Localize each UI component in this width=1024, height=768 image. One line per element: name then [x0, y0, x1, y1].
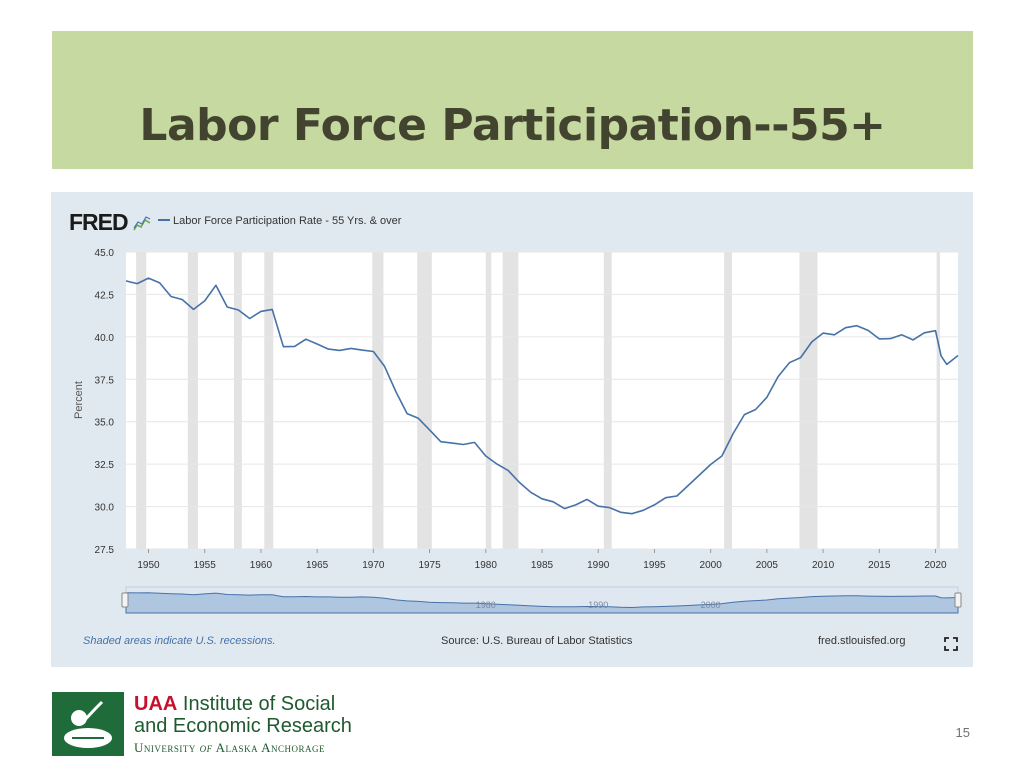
series-line[interactable] — [125, 277, 959, 515]
x-axis: 1950 1955 1960 1965 1970 1975 1980 1985 1990 1995… — [137, 549, 947, 571]
y-axis: 45.0 42.5 40.0 37.5 35.0 32.5 30.0 27.5 — [95, 248, 115, 556]
fred-logo[interactable]: FRED — [69, 209, 129, 235]
y-tick-label: 35.0 — [95, 418, 115, 429]
fred-url[interactable]: fred.stlouisfed.org — [818, 635, 905, 647]
recession-band — [264, 252, 274, 549]
legend-label: Labor Force Participation Rate - 55 Yrs.… — [173, 215, 402, 227]
x-tick-label: 1965 — [306, 560, 329, 571]
navigator-label: 2000 — [701, 600, 721, 610]
x-tick-label: 1985 — [531, 560, 554, 571]
x-tick-label: 1970 — [362, 560, 385, 571]
logo-alaska-text: Alaska Anchorage — [212, 740, 325, 755]
plot-area — [126, 252, 958, 549]
uaa-wordmark: UAA — [134, 693, 178, 715]
recession-band — [936, 252, 941, 549]
iser-logo: UAA Institute of Social and Economic Res… — [52, 690, 362, 758]
x-tick-label: 2005 — [756, 560, 779, 571]
x-tick-label: 1980 — [475, 560, 498, 571]
x-tick-label: 1950 — [137, 560, 160, 571]
navigator-label: 1990 — [588, 600, 608, 610]
source-text: Source: U.S. Bureau of Labor Statistics — [441, 635, 633, 647]
line-chart: FRED Labor Force Participation Rate - 55… — [69, 209, 962, 651]
fullscreen-expand-icon[interactable] — [944, 637, 958, 651]
logo-research-text: and Economic Research — [134, 715, 352, 737]
logo-of-text: of — [199, 740, 213, 755]
recession-band — [187, 252, 198, 549]
y-tick-label: 40.0 — [95, 333, 115, 344]
iser-emblem-icon — [52, 692, 124, 756]
x-tick-label: 1995 — [643, 560, 666, 571]
x-tick-label: 1955 — [194, 560, 217, 571]
recession-band — [417, 252, 432, 549]
x-tick-label: 1975 — [418, 560, 441, 571]
logo-institute-text: Institute of Social — [177, 693, 336, 715]
y-axis-label: Percent — [73, 381, 85, 419]
x-tick-label: 2020 — [924, 560, 947, 571]
x-tick-label: 2015 — [868, 560, 891, 571]
navigator-series — [125, 592, 959, 614]
recession-band — [502, 252, 519, 549]
y-tick-label: 37.5 — [95, 375, 115, 386]
logo-university-text: University — [134, 740, 200, 755]
x-tick-label: 1990 — [587, 560, 610, 571]
recession-band — [372, 252, 384, 549]
page-number: 15 — [955, 725, 970, 740]
y-tick-label: 42.5 — [95, 290, 115, 301]
page-title: Labor Force Participation--55+ — [139, 100, 886, 151]
navigator-labels: 1980 1990 2000 — [476, 600, 721, 610]
recession-band — [233, 252, 242, 549]
y-tick-label: 30.0 — [95, 503, 115, 514]
y-tick-label: 32.5 — [95, 460, 115, 471]
y-tick-label: 27.5 — [95, 545, 115, 556]
navigator-left-handle[interactable] — [121, 592, 129, 608]
title-banner: Labor Force Participation--55+ — [52, 31, 973, 169]
fred-line-graph-icon — [133, 216, 151, 231]
recession-band — [136, 252, 147, 549]
recession-band — [485, 252, 492, 549]
x-tick-label: 2010 — [812, 560, 835, 571]
y-tick-label: 45.0 — [95, 248, 115, 259]
recession-band — [603, 252, 612, 549]
navigator-right-handle[interactable] — [954, 592, 962, 608]
x-tick-label: 2000 — [700, 560, 723, 571]
recession-note[interactable]: Shaded areas indicate U.S. recessions. — [83, 635, 276, 647]
recession-band — [724, 252, 733, 549]
navigator-label: 1980 — [476, 600, 496, 610]
fred-chart-panel: FRED Labor Force Participation Rate - 55… — [51, 192, 973, 667]
recession-bands — [136, 252, 941, 549]
recession-band — [799, 252, 818, 549]
x-tick-label: 1960 — [250, 560, 273, 571]
